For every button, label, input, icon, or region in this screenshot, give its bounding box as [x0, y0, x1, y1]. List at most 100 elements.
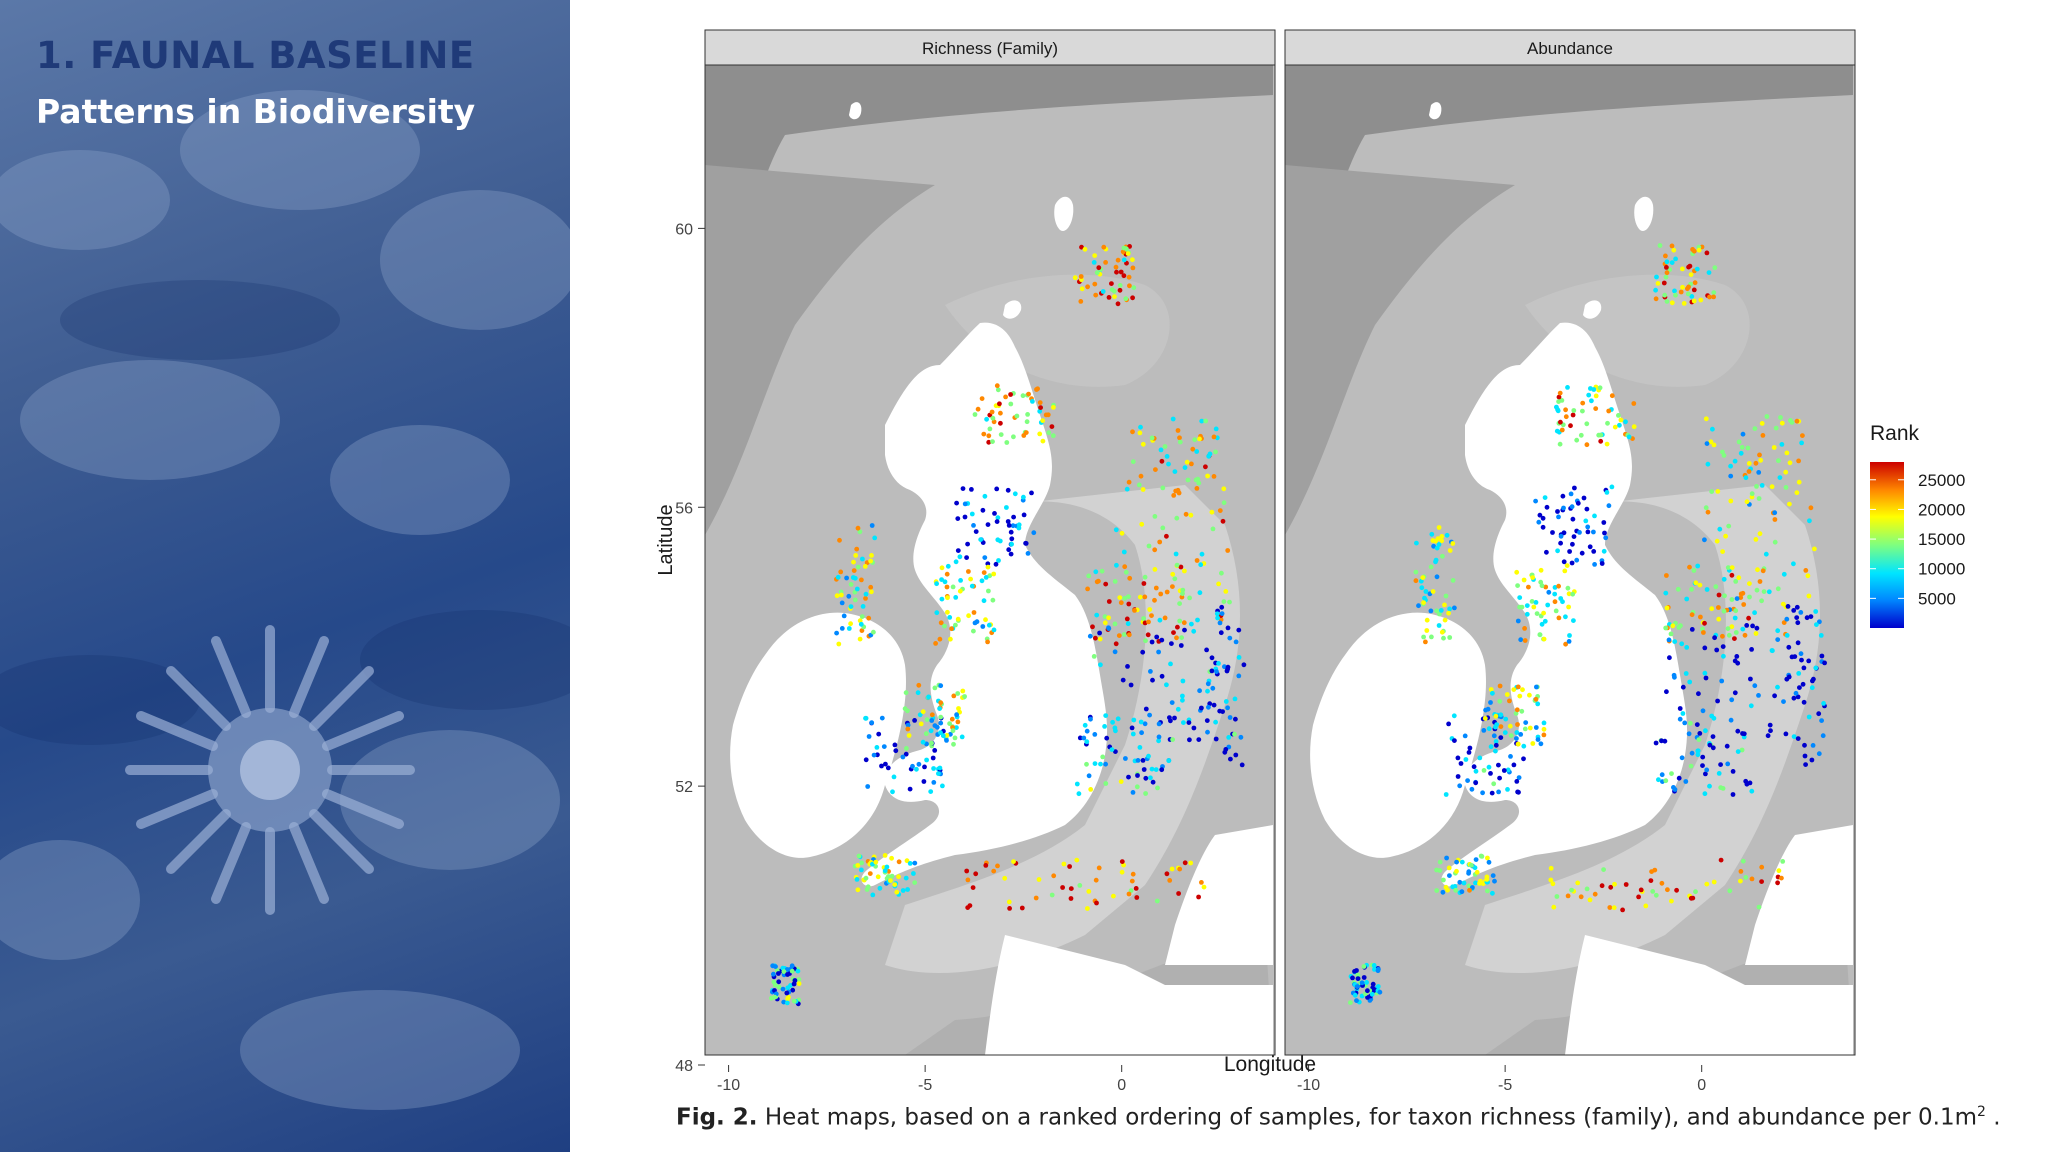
sample-point — [1067, 864, 1072, 869]
sample-point — [970, 885, 976, 890]
sample-point — [1150, 779, 1156, 785]
sample-point — [1539, 621, 1545, 627]
sample-point — [1738, 595, 1744, 600]
sample-point — [1194, 449, 1200, 454]
sample-point — [1657, 243, 1663, 248]
sample-point — [1207, 451, 1213, 457]
sample-point — [1480, 790, 1485, 796]
sample-point — [837, 537, 842, 543]
sample-point — [990, 415, 996, 421]
sample-point — [1560, 493, 1566, 499]
sample-point — [1115, 716, 1121, 722]
sample-point — [1515, 583, 1520, 588]
sample-point — [1508, 754, 1513, 759]
sample-point — [995, 387, 1001, 393]
sample-point — [877, 885, 883, 891]
sample-point — [865, 784, 871, 789]
sample-point — [971, 628, 976, 634]
sample-point — [1010, 523, 1016, 529]
sample-point — [1776, 458, 1781, 464]
sample-point — [1084, 728, 1090, 734]
sample-point — [1176, 891, 1181, 896]
sample-point — [1808, 614, 1814, 619]
sample-point — [983, 863, 989, 868]
sample-point — [1779, 442, 1785, 447]
sample-point — [968, 576, 973, 582]
sample-point — [1784, 616, 1790, 622]
sample-point — [1653, 296, 1659, 302]
sample-point — [836, 641, 842, 647]
sample-point — [1185, 477, 1191, 483]
sample-point — [1764, 414, 1770, 419]
sample-point — [1196, 480, 1202, 486]
sample-point — [1221, 500, 1227, 506]
sample-point — [993, 561, 999, 567]
sample-point — [1238, 734, 1244, 740]
sample-point — [955, 548, 961, 553]
sample-point — [1418, 578, 1424, 584]
sample-point — [1129, 878, 1135, 884]
sample-point — [1669, 771, 1674, 776]
sample-point — [892, 882, 898, 887]
sample-point — [1786, 644, 1792, 650]
sample-point — [1521, 577, 1527, 583]
sample-point — [995, 863, 1000, 869]
sample-point — [1140, 649, 1146, 655]
sample-point — [1493, 739, 1499, 744]
sample-point — [1454, 859, 1459, 865]
sample-point — [1180, 678, 1186, 684]
sample-point — [1490, 690, 1495, 696]
sample-point — [1504, 692, 1510, 697]
sample-point — [1586, 392, 1592, 398]
sample-point — [1544, 549, 1549, 555]
sample-point — [956, 706, 961, 711]
sample-point — [1609, 393, 1615, 399]
sample-point — [1688, 720, 1693, 726]
sample-point — [1585, 529, 1591, 535]
sample-point — [1539, 583, 1545, 589]
sample-point — [1431, 543, 1436, 549]
sample-point — [1021, 512, 1027, 518]
sample-point — [1669, 300, 1675, 306]
sample-point — [896, 859, 902, 865]
sample-point — [1784, 450, 1790, 456]
sample-point — [994, 383, 1000, 389]
sample-point — [1182, 627, 1187, 633]
sample-point — [1744, 499, 1750, 505]
legend-tick-label: 15000 — [1918, 530, 1965, 549]
sample-point — [1477, 881, 1482, 886]
sample-point — [1507, 723, 1513, 729]
sample-point — [1197, 688, 1202, 694]
sample-point — [1543, 584, 1549, 590]
sample-point — [1444, 532, 1450, 538]
sample-point — [1732, 615, 1738, 621]
sample-point — [979, 396, 985, 401]
sample-point — [1158, 591, 1164, 597]
sample-point — [949, 626, 954, 632]
sample-point — [1720, 549, 1725, 554]
sample-point — [1714, 538, 1720, 544]
legend-colorbar — [1870, 462, 1904, 628]
sample-point — [966, 569, 971, 574]
sample-point — [1754, 484, 1759, 489]
sample-point — [1019, 905, 1025, 911]
sample-point — [1020, 393, 1026, 399]
sample-point — [1679, 641, 1685, 647]
sample-point — [1707, 783, 1712, 789]
sample-point — [1556, 514, 1561, 520]
sample-point — [1173, 488, 1179, 494]
sample-point — [1046, 430, 1052, 436]
sample-point — [1769, 484, 1775, 490]
sample-point — [1695, 752, 1701, 758]
sample-point — [932, 748, 938, 753]
sample-point — [1122, 595, 1128, 601]
x-tick-label: 0 — [1117, 1077, 1126, 1094]
sample-point — [1097, 636, 1103, 642]
sample-point — [1466, 869, 1472, 875]
sample-point — [1527, 725, 1533, 731]
sample-point — [1676, 775, 1682, 781]
sample-point — [1681, 301, 1687, 306]
sample-point — [1805, 573, 1811, 579]
sample-point — [1748, 703, 1754, 709]
sample-point — [1006, 899, 1012, 905]
